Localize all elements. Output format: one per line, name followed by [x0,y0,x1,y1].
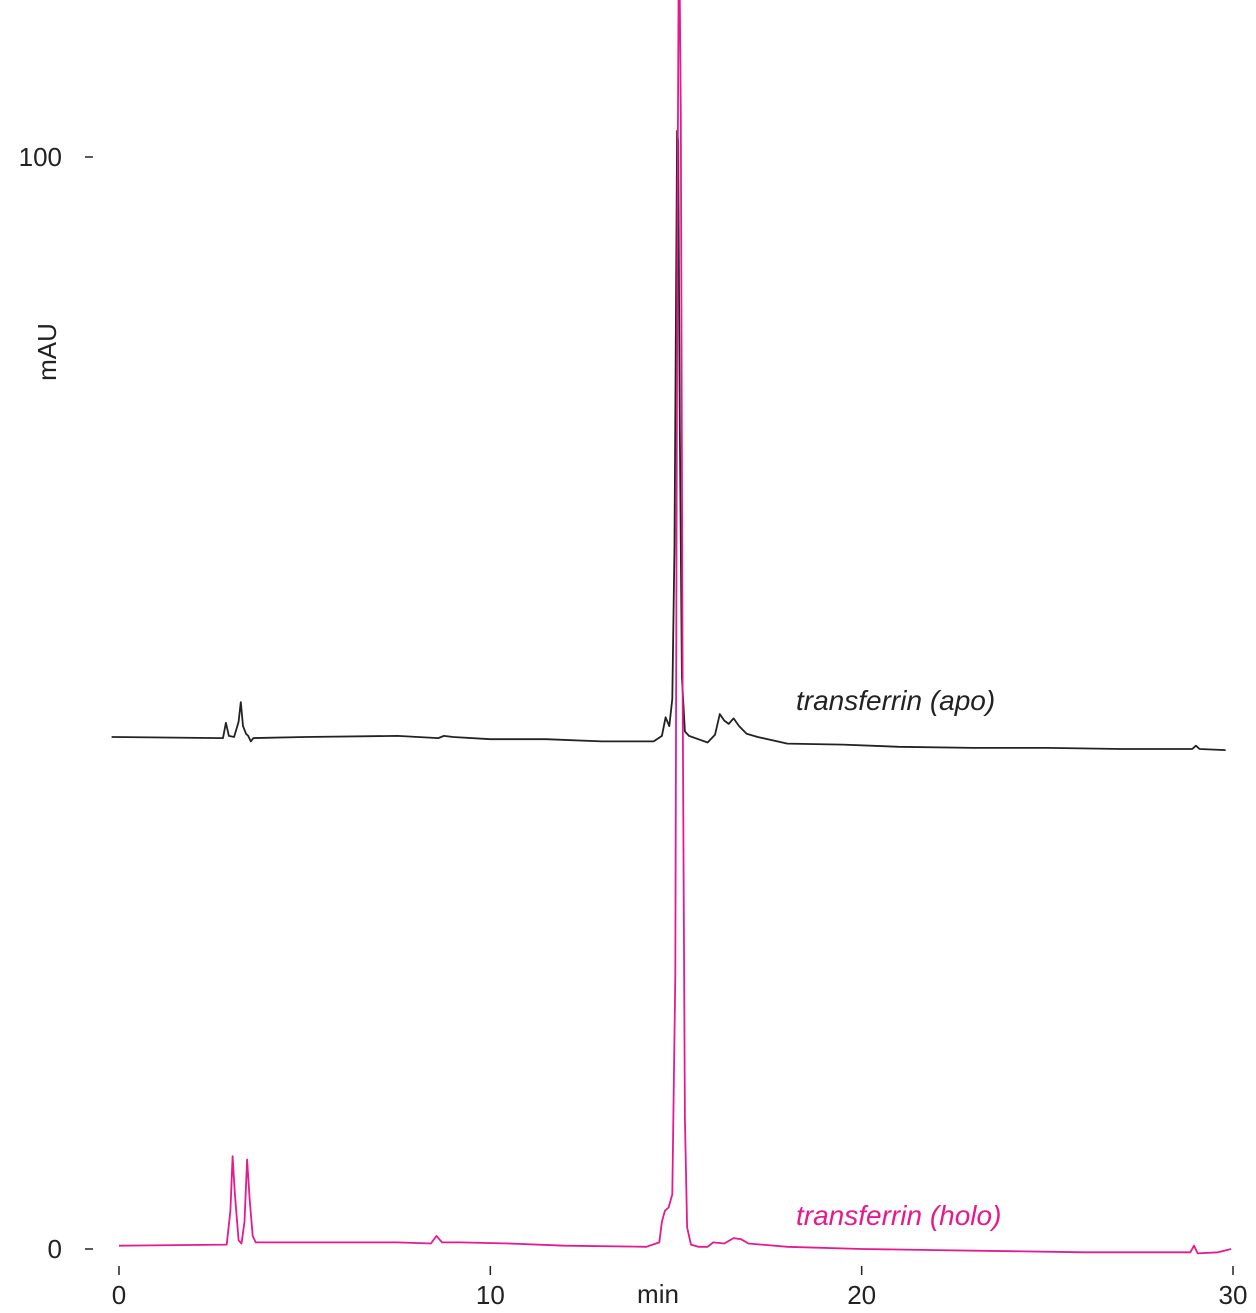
series-group [111,0,1232,1255]
y-tick-label: 0 [48,1234,62,1264]
series-line-apo [111,130,1226,751]
x-tick-label: 30 [1219,1280,1248,1310]
x-axis-ticks: 0 10 20 30 [112,1266,1248,1310]
series-label-holo: transferrin (holo) [796,1200,1001,1231]
y-tick-label: 100 [19,142,62,172]
y-axis-label: mAU [32,323,62,381]
x-axis-label: min [637,1279,679,1309]
x-tick-label: 10 [476,1280,505,1310]
series-line-holo [118,0,1232,1255]
x-tick-label: 20 [847,1280,876,1310]
x-tick-label: 0 [112,1280,126,1310]
y-axis-ticks: 0 100 [19,142,93,1264]
series-label-apo: transferrin (apo) [796,685,995,716]
